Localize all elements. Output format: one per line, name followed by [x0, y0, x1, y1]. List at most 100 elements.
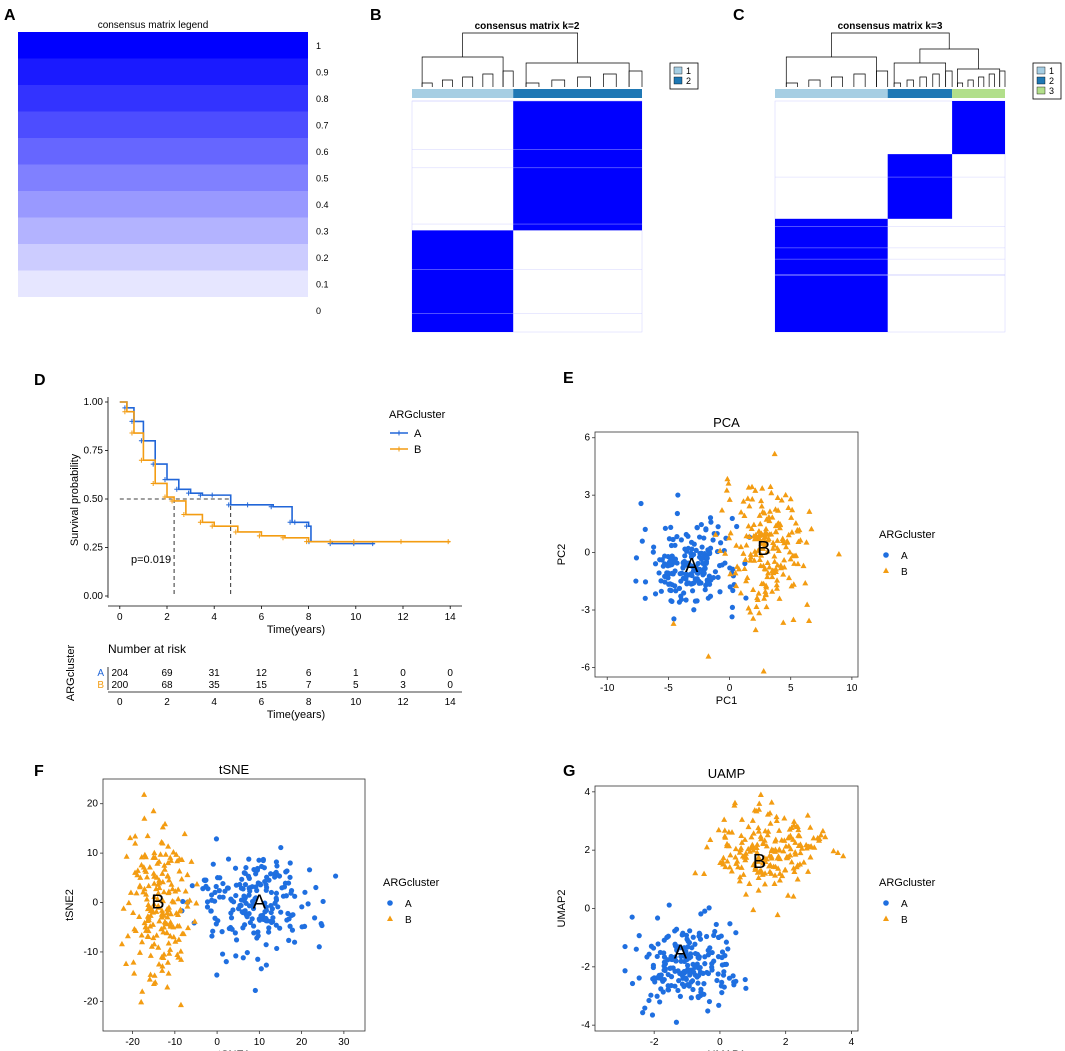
point-a [209, 897, 215, 903]
point-b [719, 858, 726, 864]
point-a [718, 540, 724, 546]
point-b [144, 913, 151, 919]
survival-curve-b [119, 401, 451, 543]
point-a [274, 863, 280, 869]
point-b [791, 818, 798, 824]
point-b [165, 904, 172, 910]
point-b [737, 589, 744, 596]
point-b [791, 560, 798, 566]
point-b [134, 867, 141, 873]
point-b [735, 863, 742, 870]
point-b [181, 830, 188, 837]
censor-mark [233, 529, 239, 535]
dendrogram-branch [978, 76, 985, 87]
point-a [258, 913, 264, 919]
point-a [288, 887, 295, 894]
point-a [719, 954, 725, 961]
censor-mark [304, 523, 310, 529]
point-a [253, 871, 259, 877]
point-a [240, 925, 246, 931]
cluster-annotation-bar [952, 89, 1005, 98]
point-a [684, 968, 690, 974]
point-b [741, 512, 748, 519]
point-b [743, 854, 750, 860]
point-b [775, 547, 782, 554]
point-a [730, 973, 736, 979]
risk-x-tick-label: 0 [117, 697, 123, 708]
plot-title: UAMP [708, 766, 746, 781]
point-b [762, 591, 769, 598]
point-b [747, 557, 754, 563]
point-a [680, 930, 686, 936]
censor-mark [186, 490, 192, 496]
point-b [161, 866, 168, 872]
dendrogram-branch [893, 82, 901, 87]
cluster-legend-swatch [673, 66, 683, 75]
point-a [263, 907, 269, 914]
point-b [130, 909, 137, 916]
point-a [712, 928, 718, 935]
point-b [752, 487, 759, 493]
point-a [287, 923, 293, 929]
point-a [230, 907, 236, 913]
point-a [672, 983, 678, 989]
point-a [263, 915, 269, 922]
point-a [235, 906, 242, 912]
point-b [740, 498, 747, 504]
censor-mark [162, 494, 168, 500]
x-tick-label: 8 [306, 612, 312, 623]
dendrogram-branch [577, 76, 591, 87]
point-a [702, 908, 708, 914]
point-a [681, 558, 688, 565]
point-a [708, 577, 714, 583]
dendrogram [421, 32, 643, 87]
point-b [159, 963, 166, 969]
point-a [241, 870, 247, 876]
point-b [789, 506, 796, 513]
point-b [746, 880, 753, 886]
point-b [758, 503, 765, 509]
legend-label: A [901, 551, 908, 562]
x-tick-label: -10 [168, 1037, 183, 1048]
point-b [164, 984, 171, 990]
cluster-legend-swatch [1036, 66, 1046, 75]
dendrogram-branch [919, 76, 927, 87]
legend-level-label: 0.3 [316, 227, 329, 237]
point-b [777, 562, 784, 568]
point-b [807, 854, 814, 860]
point-b [743, 577, 750, 584]
point-a [727, 921, 733, 927]
point-a [662, 579, 668, 585]
point-a [709, 967, 715, 973]
point-a [204, 899, 211, 905]
dendrogram-branch [831, 76, 843, 87]
point-a [256, 857, 262, 863]
point-a [706, 905, 712, 911]
point-b [740, 550, 747, 556]
point-b [772, 566, 779, 572]
point-a [695, 980, 701, 986]
point-b [754, 849, 761, 855]
point-b [800, 562, 807, 569]
x-tick-label: 0 [717, 1037, 723, 1048]
point-a [702, 565, 708, 571]
point-a [666, 902, 672, 908]
point-b [159, 878, 166, 885]
point-b [155, 890, 162, 896]
dendrogram-branch [421, 82, 433, 87]
cluster-legend-label: 3 [1049, 86, 1054, 96]
point-a [699, 544, 705, 550]
dendrogram-branch [853, 73, 866, 87]
point-b [787, 495, 794, 502]
point-b [784, 538, 791, 544]
point-b [132, 840, 139, 846]
y-tick-label: -20 [84, 996, 99, 1007]
point-b [766, 564, 773, 570]
point-a [263, 942, 269, 948]
point-b [738, 816, 745, 822]
point-b [761, 855, 768, 861]
point-b [721, 827, 728, 833]
point-b [134, 871, 141, 878]
point-b [762, 588, 769, 594]
point-a [714, 977, 720, 984]
